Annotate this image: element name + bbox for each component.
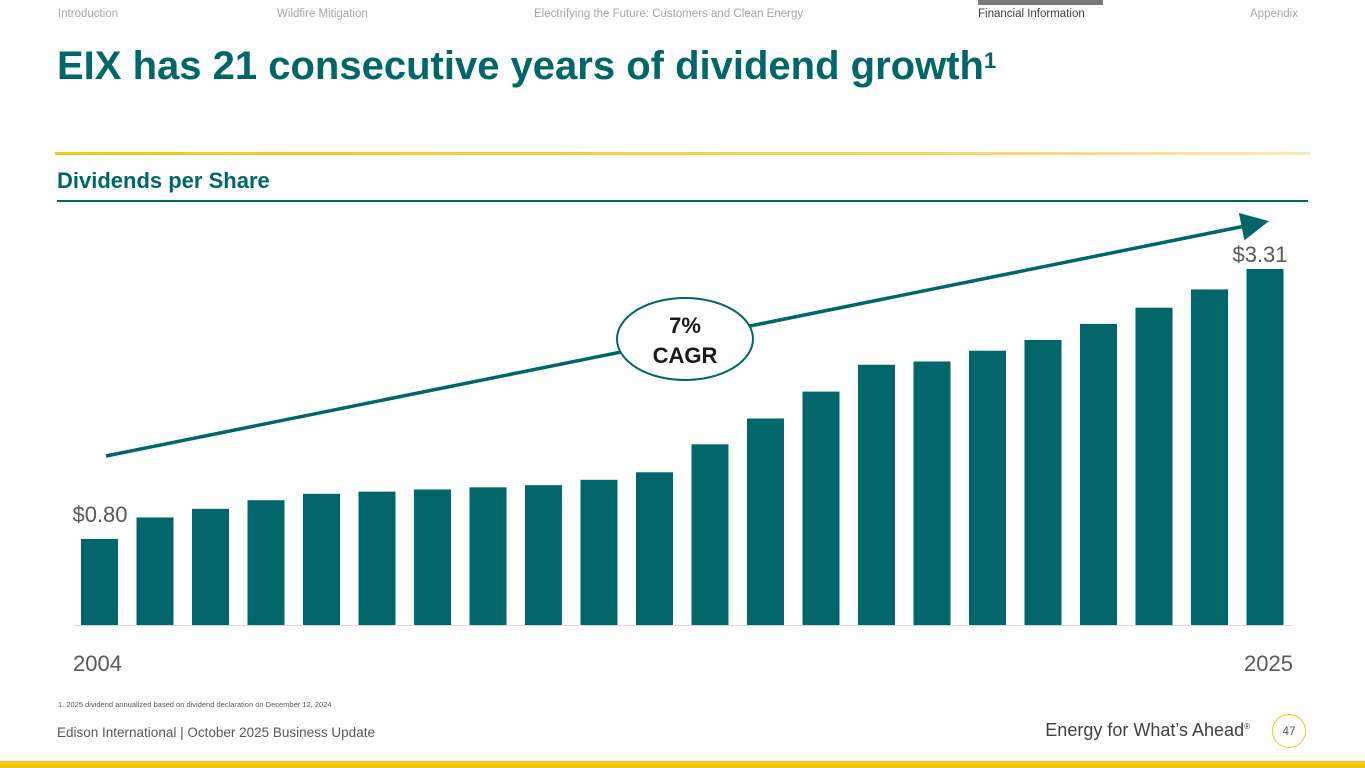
dividend-bar-chart: 7% CAGR $0.80 $3.31 2004 2025 — [72, 212, 1293, 676]
bar-2007 — [247, 500, 285, 625]
bar-2016 — [747, 418, 784, 625]
bar-2010 — [414, 489, 451, 625]
cagr-callout — [616, 297, 754, 381]
page-title-text: EIX has 21 consecutive years of dividend… — [57, 44, 984, 88]
bar-2013 — [580, 479, 618, 625]
bar-2006 — [192, 508, 229, 625]
cagr-label: CAGR — [653, 343, 718, 368]
footer-company: Edison International | October 2025 Busi… — [57, 725, 375, 740]
bar-2022 — [1080, 323, 1117, 625]
nav-item-electrifying-the-future[interactable]: Electrifying the Future: Customers and C… — [534, 8, 804, 20]
bar-2005 — [136, 517, 174, 625]
x-tick-last: 2025 — [1244, 651, 1293, 676]
data-label-first: $0.80 — [72, 502, 127, 527]
bottom-accent-bar — [0, 761, 1365, 768]
bar-2019 — [913, 361, 951, 625]
bar-2018 — [858, 364, 895, 625]
cagr-value: 7% — [669, 313, 701, 338]
nav-item-appendix[interactable]: Appendix — [1250, 8, 1298, 20]
bar-2012 — [525, 485, 562, 625]
registered-mark: ® — [1244, 722, 1250, 731]
bar-2023 — [1135, 307, 1173, 625]
bar-2008 — [303, 493, 340, 625]
bar-2017 — [802, 391, 840, 625]
chart-subtitle: Dividends per Share — [57, 168, 270, 193]
footer-tagline: Energy for What’s Ahead® — [1045, 720, 1250, 741]
bar-2025 — [1246, 269, 1284, 625]
bar-2021 — [1024, 339, 1062, 625]
bar-2011 — [469, 487, 507, 625]
bar-2020 — [969, 350, 1006, 625]
footnote: 1. 2025 dividend annualized based on div… — [58, 700, 332, 709]
section-nav: Introduction Wildfire Mitigation Electri… — [0, 0, 1365, 30]
nav-item-introduction[interactable]: Introduction — [58, 8, 119, 20]
bar-2004 — [81, 538, 118, 625]
nav-active-indicator — [978, 0, 1103, 5]
page-title: EIX has 21 consecutive years of dividend… — [57, 44, 996, 89]
nav-item-financial-information[interactable]: Financial Information — [978, 8, 1085, 20]
nav-item-wildfire-mitigation[interactable]: Wildfire Mitigation — [277, 8, 368, 20]
gold-divider — [55, 152, 1310, 155]
tagline-text: Energy for What’s Ahead — [1045, 720, 1245, 740]
x-tick-first: 2004 — [73, 651, 122, 676]
bar-series — [81, 269, 1284, 625]
bar-2014 — [636, 472, 673, 625]
title-footnote-marker: 1 — [983, 48, 997, 73]
data-label-last: $3.31 — [1232, 242, 1287, 267]
page-number: 47 — [1272, 714, 1306, 748]
subtitle-underline — [57, 200, 1308, 202]
bar-2015 — [691, 444, 729, 625]
bar-2009 — [358, 491, 396, 625]
bar-2024 — [1191, 289, 1228, 625]
